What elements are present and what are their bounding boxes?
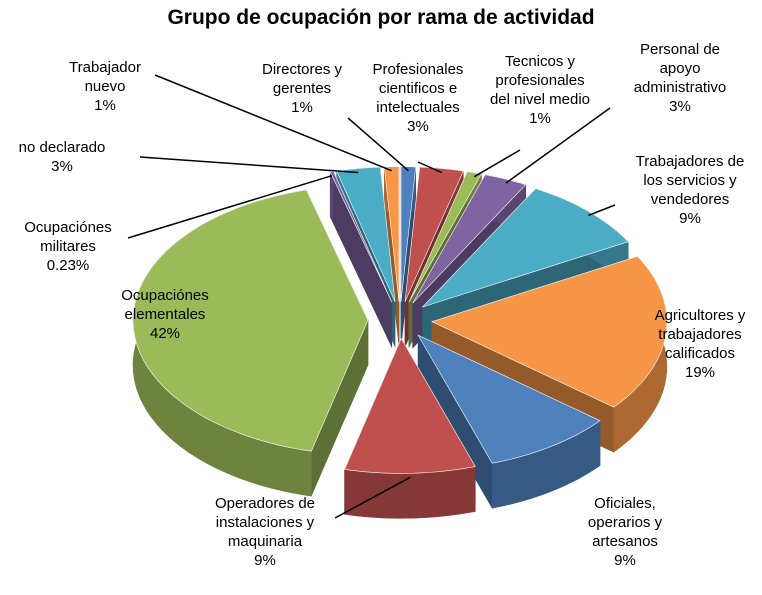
slice-label: Profesionales cientificos e intelectuale… [353,60,483,136]
leader-line [139,156,359,174]
leader-line [505,107,611,184]
slice [383,166,400,302]
category-label: no declarado [18,139,106,156]
slice [422,188,629,308]
category-label: Ocupaciónes militares [24,219,112,255]
slice [412,174,527,304]
leader-line [347,117,409,172]
value-label: 1% [291,99,313,116]
value-label: 1% [94,97,116,114]
value-label: 1% [529,110,551,127]
leader-line [154,74,392,172]
value-label: 0.23% [46,257,90,274]
category-label: Operadores de instalaciones y maquinaria [214,495,316,550]
slice-label: Tecnicos y profesionales del nivel medio… [488,52,593,128]
value-label: 9% [679,210,701,227]
slice-label: Directores y gerentes 1% [242,60,362,117]
slice [408,171,482,303]
slice [132,189,369,452]
value-label: 3% [407,118,429,135]
category-label: Agricultores y trabajadores calificados [654,307,746,362]
slice [417,334,601,464]
slice-label: Operadores de instalaciones y maquinaria… [195,494,335,570]
category-label: Ocupaciónes elementales [121,287,209,323]
slice [344,337,476,474]
value-label: 19% [684,364,716,381]
slice-label: no declarado 3% [0,138,125,176]
category-label: Trabajador nuevo [69,59,141,95]
value-label: 3% [669,98,691,115]
value-label: 3% [51,158,73,175]
category-label: Directores y gerentes [261,61,343,97]
slice-label: Ocupaciónes militares 0.23% [3,218,133,275]
slice-label: Oficiales, operarios y artesanos 9% [565,494,685,570]
value-label: 42% [149,325,181,342]
slice [329,171,393,303]
category-label: Oficiales, operarios y artesanos [587,495,663,550]
leader-line [334,476,411,519]
category-label: Profesionales cientificos e intelectuale… [372,61,464,116]
category-label: Tecnicos y profesionales del nivel medio [489,53,591,108]
slice-label: Trabajador nuevo 1% [50,58,160,115]
leader-line [127,174,333,239]
slice-label: Personal de apoyo administrativo 3% [620,40,740,116]
leader-line [417,161,443,174]
category-label: Trabajadores de los servicios y vendedor… [635,153,745,208]
chart-title: Grupo de ocupación por rama de actividad [167,6,595,29]
leader-line [588,204,616,216]
slice [400,166,417,302]
value-label: 9% [254,552,276,569]
slice-label: Ocupaciónes elementales 42% [100,286,230,343]
slice-label: Trabajadores de los servicios y vendedor… [628,152,753,228]
value-label: 9% [614,552,636,569]
category-label: Personal de apoyo administrativo [633,41,727,96]
leader-line [473,149,521,178]
slice-label: Agricultores y trabajadores calificados 1… [638,306,762,382]
slice [431,255,668,408]
slice-side [344,466,476,519]
slice [404,166,464,302]
